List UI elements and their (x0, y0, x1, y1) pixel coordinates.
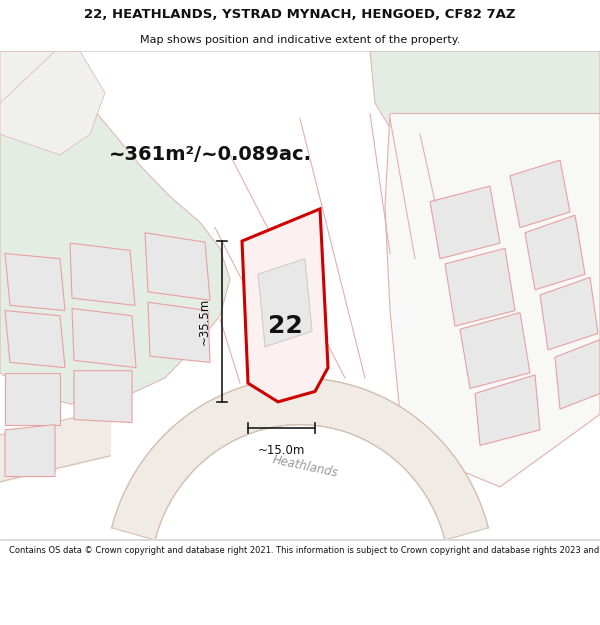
Polygon shape (525, 215, 585, 290)
Text: Heathlands: Heathlands (271, 452, 339, 479)
Text: ~15.0m: ~15.0m (258, 444, 305, 457)
Polygon shape (5, 424, 55, 476)
Text: ~35.5m: ~35.5m (197, 298, 211, 345)
Polygon shape (0, 51, 105, 155)
Polygon shape (242, 209, 328, 402)
Text: Map shows position and indicative extent of the property.: Map shows position and indicative extent… (140, 35, 460, 45)
Polygon shape (540, 278, 598, 350)
Polygon shape (0, 51, 230, 404)
Text: ~361m²/~0.089ac.: ~361m²/~0.089ac. (109, 146, 311, 164)
Polygon shape (72, 309, 136, 368)
Polygon shape (0, 51, 55, 103)
Polygon shape (5, 372, 60, 424)
Polygon shape (112, 378, 488, 540)
Polygon shape (445, 248, 515, 326)
Polygon shape (385, 114, 600, 487)
Polygon shape (148, 302, 210, 362)
Polygon shape (74, 371, 132, 423)
Polygon shape (460, 312, 530, 388)
Polygon shape (510, 160, 570, 228)
Text: 22: 22 (268, 314, 302, 338)
Polygon shape (5, 254, 65, 311)
Polygon shape (430, 186, 500, 259)
Polygon shape (5, 311, 65, 368)
Polygon shape (370, 51, 600, 186)
Text: 22, HEATHLANDS, YSTRAD MYNACH, HENGOED, CF82 7AZ: 22, HEATHLANDS, YSTRAD MYNACH, HENGOED, … (84, 8, 516, 21)
Polygon shape (555, 339, 600, 409)
Polygon shape (258, 259, 312, 347)
Polygon shape (70, 243, 135, 306)
Text: Contains OS data © Crown copyright and database right 2021. This information is : Contains OS data © Crown copyright and d… (9, 546, 600, 554)
Polygon shape (475, 375, 540, 446)
Polygon shape (145, 232, 210, 300)
